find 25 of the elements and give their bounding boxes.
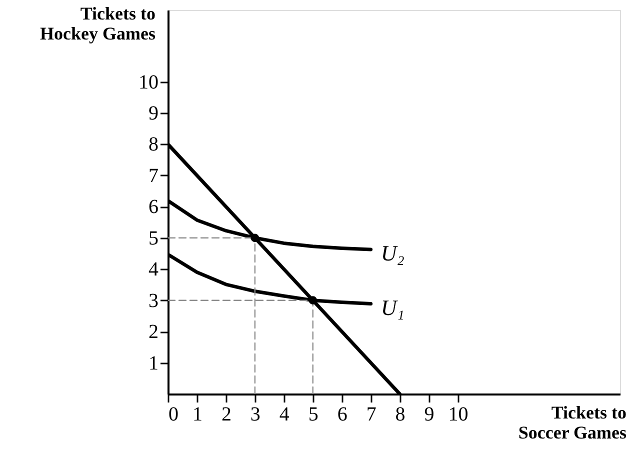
x-tick-label: 4 (279, 404, 290, 426)
y-tick-label: 5 (148, 227, 158, 250)
y-tick-label: 1 (148, 352, 158, 374)
series-label: U₂ (380, 240, 405, 266)
x-tick-label: 0 (168, 404, 178, 426)
x-tick-label: 5 (308, 404, 318, 426)
x-tick-label: 2 (221, 404, 232, 426)
x-axis-title: Tickets to Soccer Games (518, 402, 626, 442)
y-tick-label: 3 (148, 290, 158, 312)
series-label: U₁ (380, 294, 404, 320)
x-tick-label: 3 (250, 404, 260, 426)
x-tick-label: 9 (424, 404, 434, 426)
x-tick-label: 7 (366, 404, 376, 426)
x-tick-label: 8 (395, 404, 406, 426)
y-tick-label: 6 (148, 196, 158, 218)
x-tick-label: 10 (448, 404, 468, 426)
y-axis-title: Tickets to Hockey Games (40, 4, 156, 44)
y-tick-label: 7 (148, 164, 158, 187)
x-tick-label: 6 (337, 404, 348, 426)
y-tick-label: 4 (148, 258, 158, 281)
y-tick-label: 8 (148, 134, 158, 156)
y-tick-label: 2 (148, 321, 158, 344)
y-tick-label: 9 (148, 102, 158, 125)
y-tick-label: 10 (138, 71, 158, 94)
x-tick-label: 1 (192, 404, 202, 426)
